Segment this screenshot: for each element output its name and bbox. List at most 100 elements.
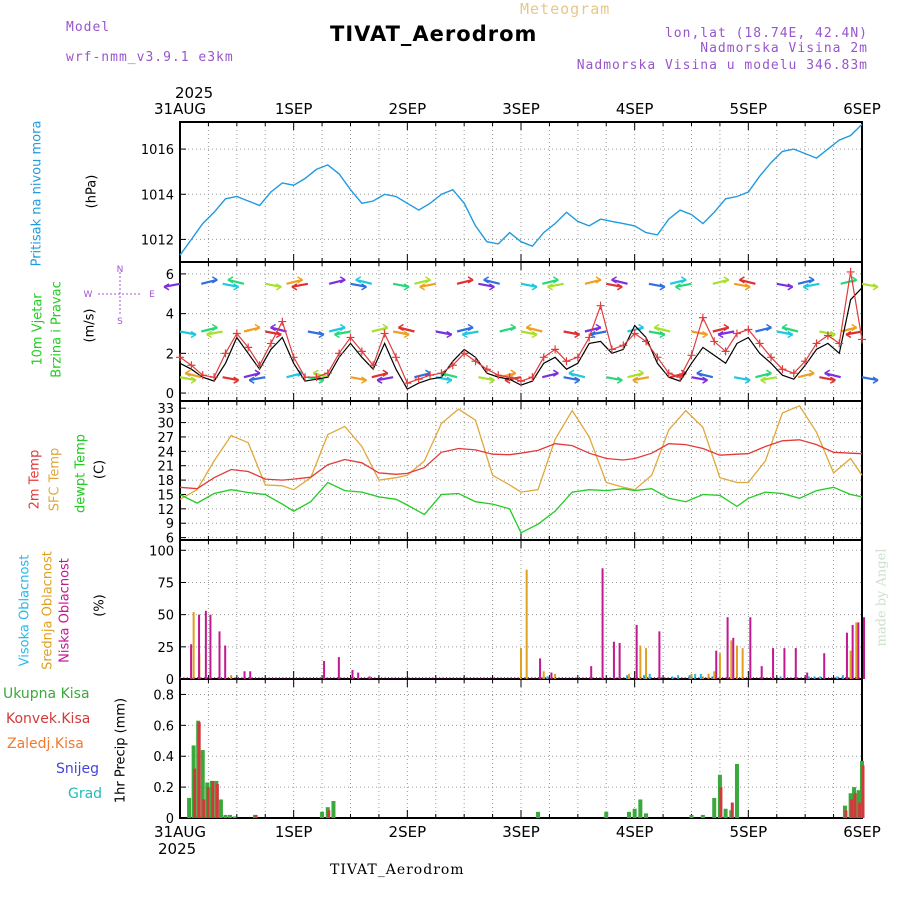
wind-gust-marker [812, 339, 821, 348]
bottom-date-label: 1SEP [275, 823, 313, 841]
cloud-baseline-dot [282, 677, 284, 679]
cloud-baseline-dot [653, 677, 655, 679]
cloud-low-bar [715, 650, 718, 679]
precip-total-bar [228, 814, 233, 818]
cloud-baseline-dot [561, 677, 563, 679]
wind-gust-marker [607, 345, 616, 354]
wind-arrow-head [808, 276, 815, 284]
wind-gust-marker [357, 347, 366, 356]
wind-arrow-head [702, 376, 708, 384]
cloud-baseline-dot [626, 677, 628, 679]
wind-gust-marker [176, 353, 184, 362]
wind-arrow-head [552, 276, 559, 284]
cloud-baseline-dot [732, 677, 734, 679]
wind-gust-marker [437, 369, 446, 378]
cloud-baseline-dot [398, 677, 400, 679]
wind-gust-marker [539, 353, 548, 362]
cloud-baseline-dot [316, 677, 318, 679]
model-name: wrf-nmm_v3.9.1 e3km [66, 50, 234, 65]
wind-direction-arrow [456, 326, 474, 333]
cloud-baseline-dot [340, 677, 342, 679]
cloud-baseline-dot [681, 677, 683, 679]
precip-total-bar [626, 811, 631, 818]
cloud-baseline-dot [711, 677, 713, 679]
wind-arrow-head [802, 283, 809, 291]
cloud-baseline-dot [800, 677, 802, 679]
y-tick-label: 6 [166, 532, 174, 547]
cloud-baseline-dot [647, 677, 649, 679]
cloud-baseline-dot [415, 677, 417, 679]
wind-gust-marker [653, 353, 662, 362]
cloud-baseline-dot [691, 677, 693, 679]
cloud-baseline-dot [684, 677, 686, 679]
cloud-mid-bar [542, 671, 545, 679]
cloud-low-bar [224, 645, 227, 679]
cloud-low-bar [658, 631, 661, 679]
wind-direction-arrow [201, 326, 218, 333]
precip-total-bar [187, 797, 192, 818]
cloud-mid-bar [645, 648, 648, 679]
wind-gust-marker [448, 361, 457, 370]
wind-direction-arrow [462, 330, 479, 336]
y-tick-label: 33 [157, 402, 174, 417]
cloud-baseline-dot [524, 677, 526, 679]
station-title: TIVAT_Aerodrom [330, 22, 538, 46]
cloud-baseline-dot [589, 677, 591, 679]
wind-arrow-head [467, 323, 474, 332]
precip-total-bar [734, 763, 739, 818]
cloud-baseline-dot [657, 677, 659, 679]
cloud-baseline-dot [701, 677, 703, 679]
wind-arrow-head [163, 283, 170, 291]
cloud-baseline-dot [517, 677, 519, 679]
wind-direction-arrow [265, 330, 282, 336]
cloud-baseline-dot [480, 677, 482, 679]
wind-gust-marker [835, 339, 844, 348]
wind-direction-arrow [632, 376, 650, 382]
cloud-low-bar [550, 672, 553, 679]
wind-gust-marker [585, 333, 594, 342]
precip-total-bar [223, 814, 228, 818]
cloud-baseline-dot [442, 677, 444, 679]
cloud-low-bar [204, 610, 207, 679]
bottom-date-label: 2SEP [389, 823, 427, 841]
cloud-mid-bar [690, 673, 693, 679]
cloud-baseline-dot [756, 677, 758, 679]
wind-direction-arrow [627, 372, 644, 379]
precip-convective-bar [844, 810, 848, 818]
cloud-baseline-dot [616, 677, 618, 679]
cloud-baseline-dot [568, 677, 570, 679]
cloud-baseline-dot [844, 677, 846, 679]
precip-total-bar [320, 811, 325, 818]
wind-arrow-head [270, 323, 276, 332]
cloud-baseline-dot [261, 677, 263, 679]
wind-arrow-head [766, 369, 772, 377]
cloud-baseline-dot [309, 677, 311, 679]
wind-direction-arrow [307, 330, 325, 336]
wind-arrow-head [233, 283, 240, 291]
precip-total-bar [723, 808, 728, 818]
wind-direction-arrow [547, 282, 564, 288]
cloud-baseline-dot [507, 677, 509, 679]
wind-gust-marker [596, 301, 605, 310]
cloud-baseline-dot [377, 677, 379, 679]
y-tick-label: 0 [166, 812, 174, 827]
wind-gust-marker [630, 329, 639, 338]
cloud-baseline-dot [739, 677, 741, 679]
wind-arrow-head [382, 323, 389, 332]
cloud-baseline-dot [824, 677, 826, 679]
cloud-baseline-dot [671, 677, 673, 679]
wind-arrow-head [808, 369, 815, 377]
wind-direction-arrow [648, 330, 666, 336]
wind-arrow-head [760, 376, 767, 384]
cloud-baseline-dot [255, 677, 257, 679]
cloud-low-bar [794, 648, 797, 679]
wind-gust-marker [369, 361, 378, 370]
cloud-baseline-dot [780, 677, 782, 679]
wind-arrow-head [467, 276, 474, 284]
cloud-baseline-dot [364, 677, 366, 679]
top-date-label: 3SEP [502, 100, 540, 118]
wind-gust-marker [335, 349, 344, 358]
wind-gust-marker [767, 353, 776, 362]
y-tick-label: 1012 [141, 233, 174, 248]
wind-gust-marker [619, 341, 628, 350]
